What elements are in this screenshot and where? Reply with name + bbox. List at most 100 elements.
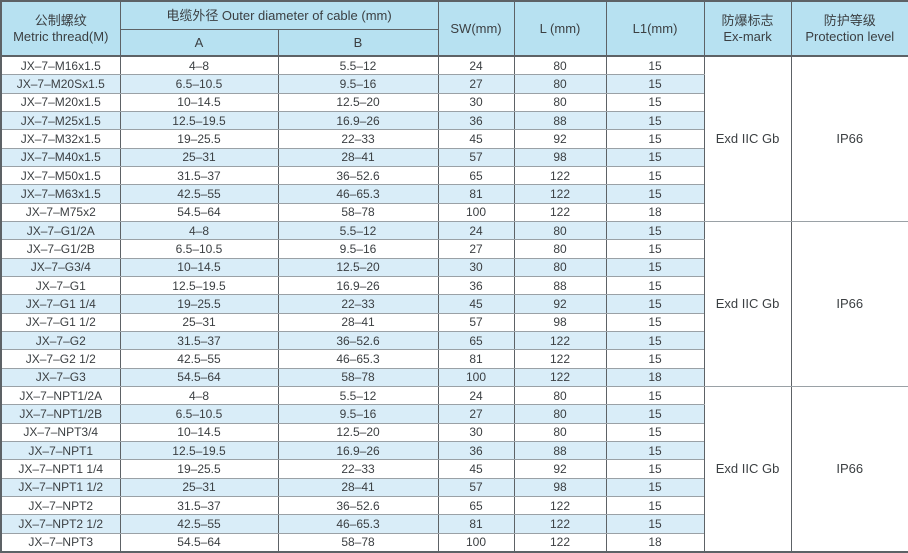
cell-model: JX–7–NPT2 (0, 495, 121, 516)
cell-diameter-a: 54.5–64 (119, 532, 279, 553)
cell-model: JX–7–M16x1.5 (0, 55, 121, 76)
table-row: JX–7–M50x1.5 31.5–37 36–52.6 65 122 15 (0, 165, 908, 186)
cell-diameter-a: 4–8 (119, 385, 279, 406)
table-row: JX–7–M63x1.5 42.5–55 46–65.3 81 122 15 (0, 184, 908, 204)
cell-l: 80 (513, 74, 607, 94)
cell-model: JX–7–M20x1.5 (0, 92, 121, 112)
cell-l1: 15 (605, 257, 705, 277)
cell-diameter-a: 54.5–64 (119, 202, 279, 222)
cell-diameter-a: 6.5–10.5 (119, 239, 279, 259)
cell-sw: 30 (437, 257, 515, 277)
cell-model: JX–7–G1 (0, 275, 121, 296)
table-row: JX–7–G3 54.5–64 58–78 100 122 18 (0, 367, 908, 387)
cell-diameter-b: 5.5–12 (277, 220, 439, 241)
header-ex-mark: 防爆标志 Ex-mark (703, 0, 792, 57)
cell-l1: 15 (605, 147, 705, 167)
cell-diameter-a: 12.5–19.5 (119, 110, 279, 131)
cell-l1: 15 (605, 184, 705, 204)
cell-diameter-a: 6.5–10.5 (119, 404, 279, 424)
cell-diameter-a: 54.5–64 (119, 367, 279, 387)
cell-model: JX–7–NPT2 1/2 (0, 514, 121, 534)
cell-l1: 15 (605, 459, 705, 479)
table-header: 公制螺纹 Metric thread(M) 电缆外径 Outer diamete… (0, 0, 908, 57)
cell-l: 122 (513, 349, 607, 369)
header-sub-a: A (119, 28, 279, 57)
cell-l1: 15 (605, 74, 705, 94)
cell-diameter-a: 10–14.5 (119, 422, 279, 442)
cell-l: 122 (513, 495, 607, 516)
cell-diameter-b: 36–52.6 (277, 165, 439, 186)
table-row: JX–7–NPT2 1/2 42.5–55 46–65.3 81 122 15 (0, 514, 908, 534)
cell-diameter-a: 31.5–37 (119, 330, 279, 351)
header-sub-b: B (277, 28, 439, 57)
cell-l: 122 (513, 202, 607, 222)
cell-sw: 81 (437, 349, 515, 369)
cell-diameter-b: 28–41 (277, 147, 439, 167)
cell-l1: 15 (605, 385, 705, 406)
cell-diameter-a: 12.5–19.5 (119, 275, 279, 296)
cell-l1: 15 (605, 55, 705, 76)
cell-sw: 45 (437, 129, 515, 149)
cell-sw: 27 (437, 404, 515, 424)
table-row: JX–7–G1 1/4 19–25.5 22–33 45 92 15 (0, 294, 908, 314)
cell-model: JX–7–G3/4 (0, 257, 121, 277)
cell-model: JX–7–G1/2A (0, 220, 121, 241)
cell-model: JX–7–M75x2 (0, 202, 121, 222)
cell-l1: 15 (605, 165, 705, 186)
cell-model: JX–7–NPT1 1/2 (0, 477, 121, 497)
cell-model: JX–7–M25x1.5 (0, 110, 121, 131)
cell-diameter-a: 4–8 (119, 220, 279, 241)
cell-sw: 27 (437, 74, 515, 94)
cell-l1: 15 (605, 495, 705, 516)
cell-diameter-b: 58–78 (277, 532, 439, 553)
cell-diameter-b: 16.9–26 (277, 440, 439, 461)
cell-diameter-b: 36–52.6 (277, 330, 439, 351)
cell-l: 122 (513, 532, 607, 553)
table-row: JX–7–G1 1/2 25–31 28–41 57 98 15 (0, 312, 908, 332)
table-row: JX–7–NPT1 12.5–19.5 16.9–26 36 88 15 (0, 440, 908, 461)
header-l1: L1(mm) (605, 0, 705, 57)
cell-model: JX–7–NPT1 (0, 440, 121, 461)
cell-ex-mark: Exd IIC Gb (703, 220, 792, 387)
cell-sw: 45 (437, 459, 515, 479)
cell-protection-level: IP66 (790, 385, 908, 553)
cell-diameter-a: 4–8 (119, 55, 279, 76)
header-protection-level-zh: 防护等级 (823, 13, 876, 29)
cell-l: 92 (513, 459, 607, 479)
cell-model: JX–7–M63x1.5 (0, 184, 121, 204)
table-row: JX–7–M16x1.5 4–8 5.5–12 24 80 15 Exd IIC Gb IP6… (0, 55, 908, 222)
cell-sw: 65 (437, 330, 515, 351)
header-l: L (mm) (513, 0, 607, 57)
cell-diameter-b: 46–65.3 (277, 184, 439, 204)
cell-diameter-b: 9.5–16 (277, 74, 439, 94)
cell-sw: 30 (437, 422, 515, 442)
cell-l: 98 (513, 147, 607, 167)
table-row: JX–7–G2 31.5–37 36–52.6 65 122 15 (0, 330, 908, 351)
cell-l: 98 (513, 477, 607, 497)
cell-sw: 65 (437, 495, 515, 516)
cell-model: JX–7–NPT1/2A (0, 385, 121, 406)
cell-l1: 15 (605, 129, 705, 149)
cell-sw: 30 (437, 92, 515, 112)
cell-l1: 15 (605, 239, 705, 259)
cell-l: 92 (513, 129, 607, 149)
cell-protection-level: IP66 (790, 55, 908, 222)
cell-model: JX–7–M32x1.5 (0, 129, 121, 149)
cell-l: 80 (513, 92, 607, 112)
cell-diameter-a: 42.5–55 (119, 184, 279, 204)
table-row: JX–7–NPT3 54.5–64 58–78 100 122 18 (0, 532, 908, 553)
table-row: JX–7–G1 12.5–19.5 16.9–26 36 88 15 (0, 275, 908, 296)
cell-diameter-a: 31.5–37 (119, 165, 279, 186)
cell-l1: 15 (605, 404, 705, 424)
cell-diameter-a: 19–25.5 (119, 459, 279, 479)
table-row: JX–7–M32x1.5 19–25.5 22–33 45 92 15 (0, 129, 908, 149)
cell-diameter-b: 5.5–12 (277, 55, 439, 76)
cell-model: JX–7–M40x1.5 (0, 147, 121, 167)
table-row: JX–7–NPT1/2A 4–8 5.5–12 24 80 15 Exd IIC Gb IP6… (0, 385, 908, 553)
cell-sw: 45 (437, 294, 515, 314)
cell-diameter-b: 12.5–20 (277, 257, 439, 277)
cell-model: JX–7–G3 (0, 367, 121, 387)
cell-l: 80 (513, 220, 607, 241)
spec-table-body: JX–7–M16x1.5 4–8 5.5–12 24 80 15 Exd IIC Gb IP6… (0, 55, 908, 553)
cell-l: 92 (513, 294, 607, 314)
